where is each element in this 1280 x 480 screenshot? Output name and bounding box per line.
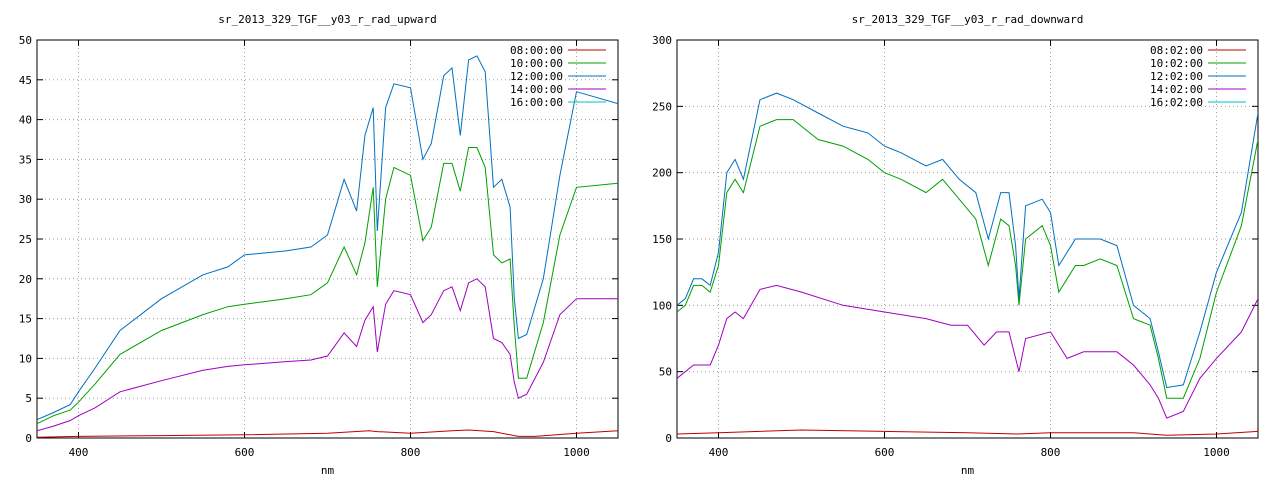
y-tick-label: 100 [652, 299, 672, 312]
y-tick-label: 50 [659, 366, 672, 379]
x-tick-label: 600 [235, 446, 255, 459]
legend-label: 12:00:00 [510, 70, 563, 83]
legend-label: 08:00:00 [510, 44, 563, 57]
y-tick-label: 250 [652, 100, 672, 113]
series-line-080200 [677, 429, 1258, 436]
series-line-100000 [37, 147, 618, 425]
y-tick-label: 15 [19, 313, 32, 326]
legend-label: 12:02:00 [1150, 70, 1203, 83]
y-tick-label: 10 [19, 352, 32, 365]
y-tick-label: 20 [19, 273, 32, 286]
downward-radiance-chart: sr_2013_329_TGF__y03_r_rad_downward 0 50 10… [652, 13, 1259, 477]
legend-label: 14:00:00 [510, 83, 563, 96]
legend-label: 10:00:00 [510, 57, 563, 70]
series-line-140200 [677, 284, 1258, 419]
legend-label: 16:00:00 [510, 96, 563, 109]
x-tick-label: 400 [69, 446, 89, 459]
chart-title: sr_2013_329_TGF__y03_r_rad_downward [852, 13, 1084, 26]
y-tick-label: 0 [25, 432, 32, 445]
y-tick-label: 0 [665, 432, 672, 445]
x-tick-label: 1000 [563, 446, 590, 459]
y-tick-label: 300 [652, 34, 672, 47]
y-tick-label: 25 [19, 233, 32, 246]
y-tick-label: 30 [19, 193, 32, 206]
y-tick-label: 35 [19, 153, 32, 166]
x-axis-label: nm [321, 464, 335, 477]
upward-radiance-chart: sr_2013_329_TGF__y03_r_rad_upward 0 5 10 15 2… [19, 13, 619, 477]
y-tick-label: 200 [652, 167, 672, 180]
y-tick-label: 45 [19, 74, 32, 87]
y-tick-label: 50 [19, 34, 32, 47]
series-line-120000 [37, 55, 618, 421]
legend-label: 14:02:00 [1150, 83, 1203, 96]
y-tick-label: 40 [19, 114, 32, 127]
series-line-120200 [677, 92, 1258, 389]
series-line-080000 [37, 429, 618, 438]
legend-label: 08:02:00 [1150, 44, 1203, 57]
series-line-100200 [677, 119, 1258, 399]
x-tick-label: 800 [401, 446, 421, 459]
y-tick-label: 150 [652, 233, 672, 246]
chart-title: sr_2013_329_TGF__y03_r_rad_upward [218, 13, 437, 26]
x-tick-label: 1000 [1203, 446, 1230, 459]
x-tick-label: 800 [1041, 446, 1061, 459]
x-axis-label: nm [961, 464, 975, 477]
series-line-140000 [37, 278, 618, 432]
x-tick-label: 400 [709, 446, 729, 459]
y-tick-label: 5 [25, 392, 32, 405]
x-tick-label: 600 [875, 446, 895, 459]
legend-label: 16:02:00 [1150, 96, 1203, 109]
legend-label: 10:02:00 [1150, 57, 1203, 70]
